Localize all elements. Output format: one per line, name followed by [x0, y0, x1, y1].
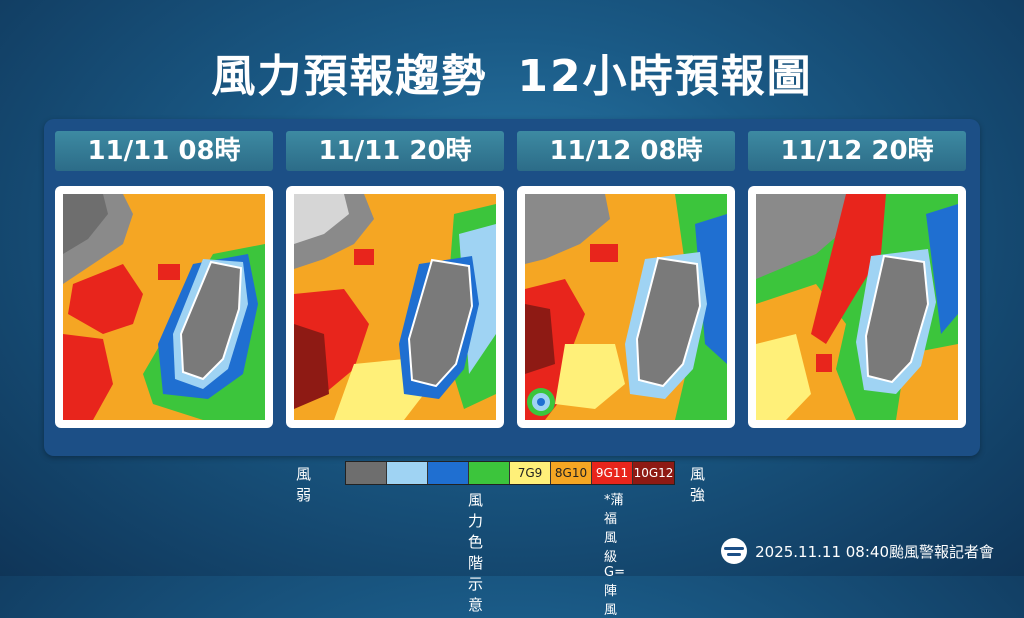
forecast-panel-2: 11/11 20時: [286, 131, 504, 428]
legend-color-bar: 7G9 8G10 9G11 10G12: [345, 461, 675, 485]
legend-swatch-8g10: 8G10: [551, 462, 592, 484]
legend-swatch-4: [469, 462, 510, 484]
footer-text: 2025.11.11 08:40颱風警報記者會: [755, 542, 994, 561]
footer: 2025.11.11 08:40颱風警報記者會: [721, 538, 994, 564]
wind-map-graphic: [63, 194, 265, 420]
forecast-panel-1: 11/11 08時: [55, 131, 273, 428]
wind-map-graphic: [294, 194, 496, 420]
cwa-logo-icon: [721, 538, 748, 564]
legend-swatch-1: [346, 462, 387, 484]
panel-time-label: 11/11 20時: [286, 131, 504, 171]
page-title: 風力預報趨勢 12小時預報圖: [0, 40, 1024, 104]
legend-swatch-2: [387, 462, 428, 484]
legend-weak-label: 風弱: [296, 465, 312, 504]
wind-map-4: [748, 186, 966, 428]
legend-swatch-3: [428, 462, 469, 484]
forecast-panel-3: 11/12 08時: [517, 131, 735, 428]
panel-time-label: 11/12 20時: [748, 131, 966, 171]
legend-swatch-7g9: 7G9: [510, 462, 551, 484]
legend-swatch-9g11: 9G11: [592, 462, 633, 484]
wind-map-2: [286, 186, 504, 428]
wind-map-graphic: [756, 194, 958, 420]
legend-note: *蒲福風級 G=陣風: [604, 493, 625, 618]
forecast-board: 11/11 08時 11/11 20時: [44, 119, 980, 456]
legend-strong-label: 風強: [690, 465, 706, 504]
wind-map-3: [517, 186, 735, 428]
wind-map-graphic: [525, 194, 727, 420]
title-main: 風力預報趨勢: [211, 51, 488, 102]
title-sub: 12小時預報圖: [517, 51, 813, 102]
wind-map-1: [55, 186, 273, 428]
legend-swatch-10g12: 10G12: [633, 462, 674, 484]
panel-time-label: 11/12 08時: [517, 131, 735, 171]
forecast-panel-4: 11/12 20時: [748, 131, 966, 428]
panel-time-label: 11/11 08時: [55, 131, 273, 171]
legend-caption: 風力色階示意: [468, 491, 484, 614]
